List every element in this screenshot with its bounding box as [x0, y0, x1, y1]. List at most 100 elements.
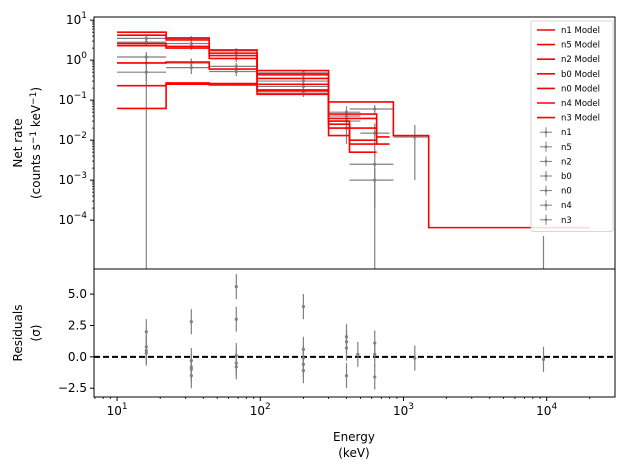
- tick-base: 10: [58, 173, 73, 187]
- y-tick-label: 101: [66, 11, 87, 27]
- tick-base: 10: [250, 404, 265, 418]
- spectrum-ylabel: Net rate: [11, 118, 25, 167]
- legend-label: n0: [561, 187, 572, 197]
- data-point-n0: [373, 178, 377, 182]
- x-tick-label: 104: [536, 402, 557, 418]
- tick-exponent: 0: [81, 51, 87, 61]
- residual-y-tick-label: 0.0: [68, 350, 87, 364]
- residual-point: [344, 346, 349, 350]
- y-tick-label: 10−4: [58, 211, 87, 227]
- residuals-plot-area: [94, 274, 615, 390]
- ylabel-units-part2: keV: [29, 104, 43, 131]
- legend-data-swatch-dot: [544, 174, 548, 178]
- data-point-n2: [301, 79, 305, 83]
- ylabel-units-part1: (counts s: [29, 144, 43, 199]
- data-point-n0: [234, 69, 238, 74]
- residual-point: [234, 365, 238, 369]
- legend: n1 Model n5 Model n2 Model b0 Model n0 Model…: [530, 20, 614, 232]
- tick-exponent: 1: [122, 402, 128, 412]
- tick-exponent: 1: [81, 11, 87, 21]
- spectrum-ylabel-units: (counts s−1 keV−1): [29, 87, 43, 199]
- legend-data-swatch-dot: [544, 189, 548, 193]
- residuals-ylabel-units: (σ): [29, 325, 43, 342]
- tick-exponent: 4: [551, 402, 557, 412]
- y-tick-label: 10−1: [58, 91, 87, 107]
- model-line-n1-model: [117, 31, 590, 229]
- data-point-n0: [144, 70, 148, 74]
- legend-data-swatch-dot: [544, 203, 548, 207]
- residual-point: [144, 330, 148, 334]
- tick-base: 10: [66, 13, 81, 27]
- tick-exponent: −3: [74, 171, 87, 181]
- residual-y-tick-label: −2.5: [58, 381, 87, 395]
- legend-label: n3: [561, 216, 572, 226]
- ylabel-units-sup1: −1: [29, 131, 39, 144]
- residual-point: [301, 369, 305, 373]
- legend-label: b0: [561, 172, 572, 182]
- x-tick-label: 103: [393, 402, 414, 418]
- residual-point: [189, 320, 193, 324]
- legend-label: n4 Model: [561, 99, 600, 109]
- legend-label: n1 Model: [561, 26, 600, 36]
- tick-base: 10: [66, 53, 81, 67]
- legend-label: n2: [561, 157, 572, 167]
- residuals-panel: −2.50.02.55.0 101 102 103 104 Residuals (σ)…: [11, 274, 615, 460]
- tick-base: 10: [536, 404, 551, 418]
- residuals-y-axis: −2.5 0.0 2.5 5.0: [58, 287, 94, 395]
- data-point-b0: [301, 84, 305, 89]
- tick-base: 10: [393, 404, 408, 418]
- residual-point: [373, 352, 377, 356]
- tick-exponent: −2: [74, 131, 87, 141]
- data-point-n2: [373, 131, 377, 135]
- legend-label: n5 Model: [561, 41, 600, 51]
- tick-base: 10: [58, 213, 73, 227]
- tick-exponent: −4: [74, 211, 88, 221]
- data-point-n0: [189, 66, 193, 70]
- legend-label: n5: [561, 143, 572, 153]
- residuals-ylabel: Residuals: [11, 305, 25, 362]
- tick-base: 10: [107, 404, 122, 418]
- residual-y-tick-label: 5.0: [68, 287, 87, 301]
- legend-data-swatch-dot: [544, 218, 548, 222]
- residual-point: [373, 375, 377, 379]
- y-tick-label: 10−2: [58, 131, 87, 147]
- y-tick-label: 10−3: [58, 171, 87, 187]
- tick-exponent: 3: [408, 402, 414, 412]
- spectrum-plot-area: [117, 31, 590, 269]
- ylabel-units-sup2: −1: [29, 92, 39, 105]
- residual-point: [344, 374, 349, 378]
- data-point-b0: [234, 64, 238, 68]
- legend-label: n0 Model: [561, 84, 600, 94]
- legend-label: n2 Model: [561, 55, 600, 65]
- data-point-b0: [373, 162, 377, 166]
- residual-point: [541, 357, 546, 361]
- residual-point: [234, 317, 238, 321]
- y-tick-label: 100: [66, 51, 87, 67]
- legend-box: [530, 20, 614, 232]
- tick-exponent: −1: [74, 91, 87, 101]
- x-tick-label: 102: [250, 402, 271, 418]
- residual-point: [356, 352, 360, 356]
- tick-exponent: 2: [265, 402, 271, 412]
- legend-data-swatch-dot: [544, 130, 548, 134]
- legend-label: b0 Model: [561, 70, 600, 80]
- tick-base: 10: [58, 133, 73, 147]
- residual-point: [234, 284, 238, 289]
- xlabel-units: (keV): [338, 446, 369, 460]
- legend-data-swatch-dot: [544, 160, 548, 163]
- legend-label: n4: [561, 201, 572, 211]
- residual-y-tick-label: 2.5: [68, 318, 87, 332]
- tick-base: 10: [58, 93, 73, 107]
- energy-x-axis: 101 102 103 104: [94, 397, 591, 418]
- ylabel-units-part3: ): [29, 87, 43, 92]
- model-line-n3-model: [117, 83, 377, 141]
- data-point-n1: [144, 36, 148, 41]
- residual-point: [144, 351, 148, 355]
- x-tick-label: 101: [107, 402, 128, 418]
- residual-point: [413, 356, 417, 360]
- data-point-n1: [373, 107, 377, 111]
- legend-label: n3 Model: [561, 114, 600, 124]
- legend-data-swatch-dot: [544, 145, 548, 149]
